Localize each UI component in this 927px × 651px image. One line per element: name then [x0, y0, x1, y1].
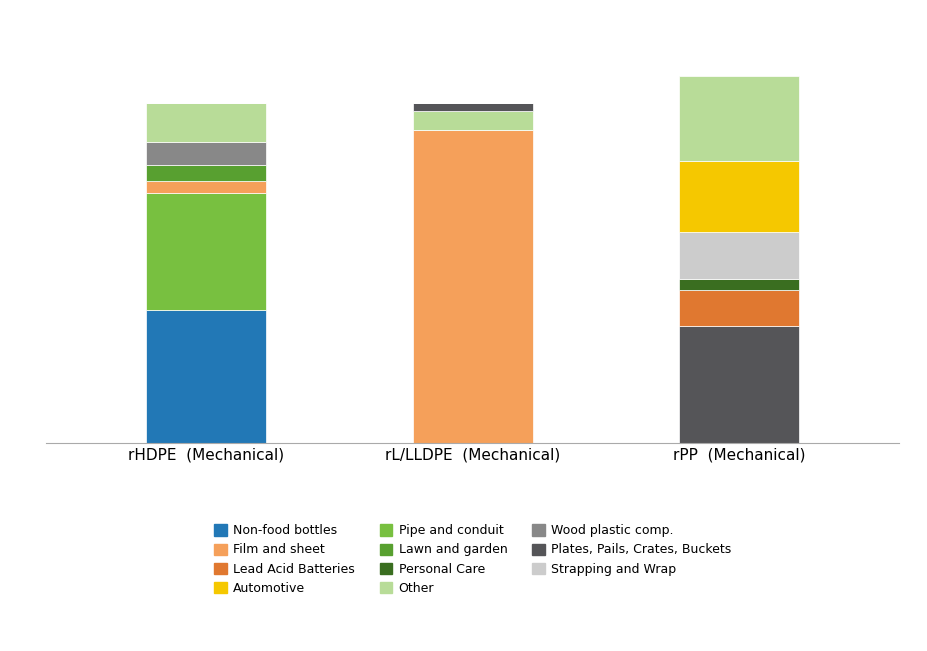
Bar — [146, 165, 266, 181]
Bar — [413, 103, 533, 111]
Bar — [679, 161, 799, 232]
Bar — [679, 326, 799, 443]
Bar — [679, 279, 799, 290]
Bar — [413, 111, 533, 130]
Bar — [679, 290, 799, 326]
Bar — [146, 142, 266, 165]
Bar — [146, 181, 266, 193]
Bar — [146, 310, 266, 443]
Bar — [679, 232, 799, 279]
Bar — [146, 103, 266, 142]
Legend: Non-food bottles, Film and sheet, Lead Acid Batteries, Automotive, Pipe and cond: Non-food bottles, Film and sheet, Lead A… — [210, 519, 736, 600]
Bar — [679, 76, 799, 161]
Bar — [413, 130, 533, 443]
Bar — [146, 193, 266, 310]
